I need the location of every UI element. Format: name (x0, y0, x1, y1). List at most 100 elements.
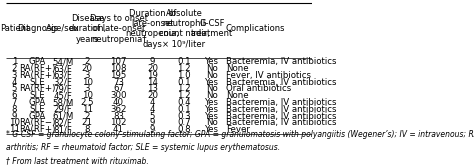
Text: No: No (206, 84, 218, 93)
Text: 13: 13 (147, 84, 158, 93)
Text: 10: 10 (82, 91, 93, 100)
Text: 9: 9 (150, 57, 155, 66)
Text: 61/M: 61/M (52, 112, 74, 121)
Text: Fever, IV antibiotics: Fever, IV antibiotics (226, 71, 311, 80)
Text: GPA: GPA (29, 112, 46, 121)
Text: 0.8: 0.8 (177, 125, 191, 134)
Text: 2.5: 2.5 (81, 98, 94, 107)
Text: 54/M: 54/M (52, 57, 74, 66)
Text: 32/F: 32/F (54, 78, 73, 87)
Text: 0.1: 0.1 (177, 57, 191, 66)
Text: 8: 8 (84, 125, 90, 134)
Text: No: No (206, 91, 218, 100)
Text: 82/F: 82/F (54, 118, 73, 127)
Text: Oral antibiotics: Oral antibiotics (226, 84, 292, 93)
Text: 4: 4 (150, 98, 155, 107)
Text: 102: 102 (110, 118, 127, 127)
Text: Complications: Complications (226, 24, 285, 33)
Text: 67: 67 (113, 84, 124, 93)
Text: 9: 9 (150, 118, 155, 127)
Text: 9: 9 (12, 112, 17, 121)
Text: 10: 10 (82, 78, 93, 87)
Text: 29/F: 29/F (54, 105, 73, 114)
Text: 20: 20 (82, 64, 93, 73)
Text: 108: 108 (110, 64, 127, 73)
Text: 1.2: 1.2 (177, 84, 191, 93)
Text: 0.1: 0.1 (177, 105, 191, 114)
Text: Age/sex: Age/sex (46, 24, 80, 33)
Text: 362: 362 (110, 105, 127, 114)
Text: No: No (206, 64, 218, 73)
Text: 300: 300 (110, 91, 127, 100)
Text: 5: 5 (12, 84, 17, 93)
Text: GPA: GPA (29, 57, 46, 66)
Text: RA(RF+): RA(RF+) (19, 71, 55, 80)
Text: 2: 2 (84, 112, 90, 121)
Text: 1: 1 (12, 57, 17, 66)
Text: 45/F: 45/F (54, 91, 73, 100)
Text: None: None (226, 91, 249, 100)
Text: 5: 5 (150, 112, 155, 121)
Text: SLE: SLE (29, 78, 45, 87)
Text: 6: 6 (12, 91, 17, 100)
Text: 0.7: 0.7 (177, 118, 191, 127)
Text: Yes: Yes (205, 78, 219, 87)
Text: No: No (206, 118, 218, 127)
Text: 83: 83 (113, 112, 124, 121)
Text: 4: 4 (12, 78, 17, 87)
Text: 79/F: 79/F (54, 84, 73, 93)
Text: 2: 2 (84, 57, 90, 66)
Text: 4: 4 (150, 105, 155, 114)
Text: 14: 14 (147, 78, 158, 87)
Text: 11: 11 (9, 125, 20, 134)
Text: arthritis; RF = rheumatoid factor; SLE = systemic lupus erythematosus.: arthritis; RF = rheumatoid factor; SLE =… (6, 143, 280, 152)
Text: 9: 9 (150, 125, 155, 134)
Text: 73: 73 (113, 78, 124, 87)
Text: No: No (206, 71, 218, 80)
Text: Bacteremia, IV antibiotics: Bacteremia, IV antibiotics (226, 112, 337, 121)
Text: 63/F: 63/F (54, 64, 73, 73)
Text: 21: 21 (82, 118, 93, 127)
Text: 1.0: 1.0 (177, 71, 191, 80)
Text: Absolute
neutrophil
count nadir,
× 10⁹/liter: Absolute neutrophil count nadir, × 10⁹/l… (159, 9, 210, 49)
Text: 11: 11 (82, 105, 93, 114)
Text: 10: 10 (9, 118, 20, 127)
Text: SLE: SLE (29, 105, 45, 114)
Text: 3: 3 (84, 71, 90, 80)
Text: 40: 40 (113, 98, 124, 107)
Text: 195: 195 (110, 71, 127, 80)
Text: 0.4: 0.4 (177, 98, 191, 107)
Text: Bacteremia, IV antibiotics: Bacteremia, IV antibiotics (226, 78, 337, 87)
Text: 2: 2 (12, 64, 17, 73)
Text: Diagnosis: Diagnosis (17, 24, 58, 33)
Text: 0.3: 0.3 (177, 112, 191, 121)
Text: GPA: GPA (29, 98, 46, 107)
Text: RA(RF+): RA(RF+) (19, 125, 55, 134)
Text: 20: 20 (147, 91, 158, 100)
Text: Fever: Fever (226, 125, 250, 134)
Text: 58/M: 58/M (52, 98, 74, 107)
Text: 41: 41 (113, 125, 124, 134)
Text: 0.1: 0.1 (177, 78, 191, 87)
Text: Yes: Yes (205, 98, 219, 107)
Text: * G-CSF = granulocyte colony-stimulating factor; GPA = granulomatosis with polya: * G-CSF = granulocyte colony-stimulating… (6, 130, 474, 139)
Text: 19: 19 (147, 71, 158, 80)
Text: 20: 20 (147, 64, 158, 73)
Text: Yes: Yes (205, 105, 219, 114)
Text: 1.2: 1.2 (177, 64, 191, 73)
Text: 3: 3 (12, 71, 17, 80)
Text: SLE: SLE (29, 91, 45, 100)
Text: 7: 7 (12, 98, 17, 107)
Text: Bacteremia, IV antibiotics: Bacteremia, IV antibiotics (226, 105, 337, 114)
Text: Yes: Yes (205, 125, 219, 134)
Text: 3: 3 (84, 84, 90, 93)
Text: Bacteremia, IV antibiotics: Bacteremia, IV antibiotics (226, 98, 337, 107)
Text: Bacteremia, IV antibiotics: Bacteremia, IV antibiotics (226, 57, 337, 66)
Text: Patient: Patient (0, 24, 29, 33)
Text: Duration of
late-onset
neutropenia,
days: Duration of late-onset neutropenia, days (126, 9, 180, 49)
Text: Disease
duration,
years: Disease duration, years (68, 14, 106, 44)
Text: None: None (226, 64, 249, 73)
Text: † From last treatment with rituximab.: † From last treatment with rituximab. (6, 157, 149, 166)
Text: G-CSF
treatment: G-CSF treatment (191, 19, 233, 39)
Text: RA(RF+): RA(RF+) (19, 84, 55, 93)
